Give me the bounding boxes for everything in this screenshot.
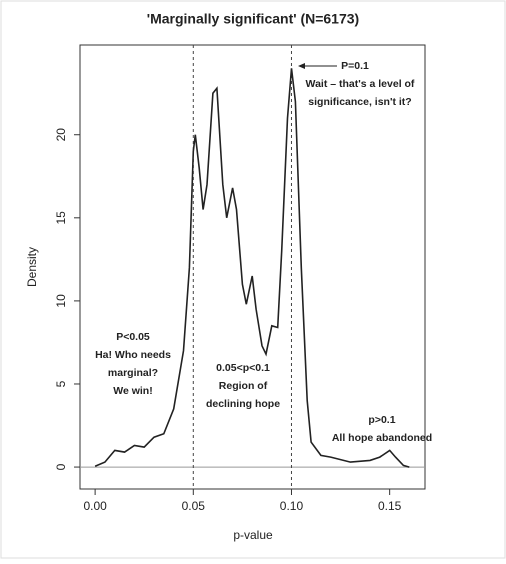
annotation: declining hope <box>206 398 280 410</box>
annotation: Ha! Who needs <box>95 349 171 361</box>
x-tick-label: 0.15 <box>378 499 402 513</box>
annotation: P=0.1 <box>341 60 369 72</box>
chart-title: 'Marginally significant' (N=6173) <box>147 11 359 27</box>
annotation: All hope abandoned <box>332 432 432 444</box>
x-tick-label: 0.00 <box>83 499 107 513</box>
plot-frame <box>79 44 426 490</box>
density-line <box>94 68 410 468</box>
annotation: Region of <box>219 380 268 392</box>
annotation: Wait – that's a level of <box>306 78 415 90</box>
y-tick-label: 5 <box>54 380 68 387</box>
annotation: 0.05<p<0.1 <box>216 362 270 374</box>
y-tick-label: 10 <box>54 294 68 308</box>
annotation: We win! <box>113 385 152 397</box>
annotation: P<0.05 <box>116 331 150 343</box>
x-tick-label: 0.10 <box>280 499 304 513</box>
annotation: significance, isn't it? <box>308 96 411 108</box>
y-tick-label: 0 <box>54 463 68 470</box>
y-tick-label: 15 <box>54 211 68 225</box>
arrow-head <box>298 63 305 69</box>
y-tick-label: 20 <box>54 128 68 142</box>
x-tick-label: 0.05 <box>182 499 206 513</box>
x-axis-label: p-value <box>233 528 273 542</box>
annotation: marginal? <box>108 367 158 379</box>
annotation: p>0.1 <box>368 414 395 426</box>
y-axis-label: Density <box>25 247 39 287</box>
